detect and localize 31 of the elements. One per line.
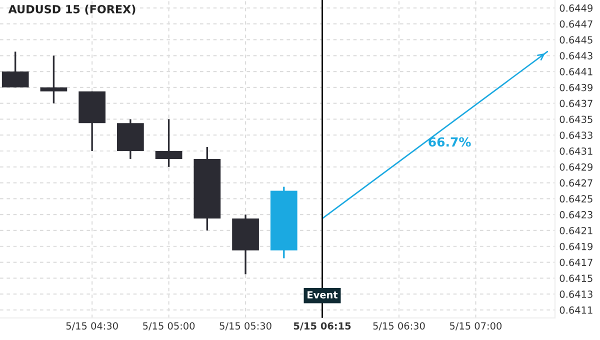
y-tick-label: 0.6415 [560, 274, 592, 282]
y-tick-label: 0.6441 [560, 68, 592, 76]
candlestick [155, 118, 182, 168]
y-tick-label: 0.6447 [560, 20, 592, 28]
x-tick-label: 5/15 06:15 [294, 322, 351, 330]
y-tick-label: 0.6417 [560, 258, 592, 266]
x-tick-label: 5/15 04:30 [66, 322, 118, 330]
y-tick-label: 0.6429 [560, 163, 592, 171]
x-tick-label: 5/15 05:30 [220, 322, 272, 330]
y-tick-label: 0.6445 [560, 36, 592, 44]
x-tick-label: 5/15 06:30 [373, 322, 425, 330]
x-tick-label: 5/15 07:00 [450, 322, 502, 330]
y-tick-label: 0.6449 [560, 4, 592, 12]
y-tick-label: 0.6433 [560, 132, 592, 139]
y-tick-label: 0.6419 [560, 242, 592, 250]
y-tick-label: 0.6439 [560, 84, 592, 92]
y-tick-label: 0.6425 [560, 195, 592, 203]
ref-line-label: Event [308, 291, 338, 298]
y-tick-label: 0.6431 [560, 147, 592, 155]
y-tick-label: 0.6411 [560, 306, 592, 314]
y-tick-label: 0.6421 [560, 226, 592, 234]
y-tick-label: 0.6427 [560, 179, 592, 187]
annotation: 66.7% [428, 137, 471, 147]
y-tick-label: 0.6443 [560, 52, 592, 60]
y-tick-label: 0.6435 [560, 116, 592, 124]
y-tick-label: 0.6423 [560, 211, 592, 218]
x-tick-label: 5/15 05:00 [143, 322, 195, 330]
chart-title: AUDUSD 15 (FOREX) [8, 4, 136, 15]
candlestick [40, 54, 68, 104]
y-tick-label: 0.6437 [560, 100, 592, 108]
y-tick-label: 0.6413 [560, 290, 592, 298]
